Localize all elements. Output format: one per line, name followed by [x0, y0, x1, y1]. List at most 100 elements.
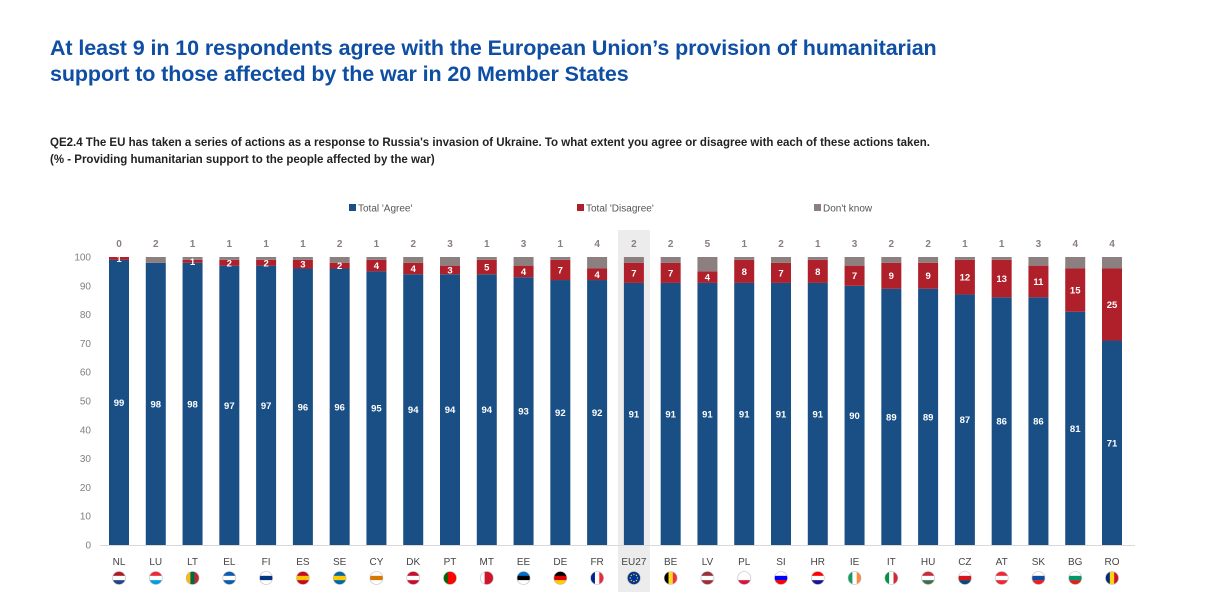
bar-group-ro — [1102, 257, 1122, 545]
flag-icon-fi — [259, 571, 273, 585]
flag-icon-si — [774, 571, 788, 585]
label-agree: 96 — [334, 402, 345, 413]
label-agree: 86 — [1033, 417, 1044, 428]
label-agree: 95 — [371, 404, 382, 415]
label-disagree: 1 — [190, 257, 196, 268]
x-tick-label: SI — [776, 557, 785, 568]
y-tick-label: 40 — [80, 425, 92, 436]
label-agree: 91 — [739, 409, 750, 420]
headline-line-1: At least 9 in 10 respondents agree with … — [50, 36, 937, 60]
y-tick-label: 90 — [80, 281, 92, 292]
bar-agree — [219, 265, 240, 545]
bar-agree — [1028, 297, 1049, 545]
bar-agree — [697, 282, 718, 545]
bar-dont-know — [954, 257, 975, 260]
bar-disagree — [954, 259, 975, 295]
bar-agree — [366, 271, 387, 545]
bar-disagree — [918, 262, 939, 289]
label-disagree: 7 — [631, 268, 636, 279]
label-dont-know: 2 — [631, 239, 637, 250]
bar-dont-know — [697, 257, 718, 272]
bar-dont-know — [1028, 257, 1049, 266]
bar-disagree — [476, 259, 497, 275]
bar-group-be — [660, 257, 681, 545]
bar-dont-know — [918, 257, 939, 263]
x-tick-label: CZ — [958, 557, 971, 568]
bar-agree — [329, 268, 350, 545]
flag-icon-lv — [700, 571, 715, 585]
question-text: QE2.4 The EU has taken a series of actio… — [50, 135, 930, 169]
x-tick-label: LT — [187, 557, 198, 568]
label-disagree: 4 — [705, 273, 711, 284]
bar-agree — [292, 268, 313, 545]
bar-agree — [1065, 311, 1086, 545]
x-tick-label: EU27 — [621, 557, 646, 568]
flag-icon-pt — [443, 571, 457, 585]
bar-agree — [771, 282, 791, 545]
label-agree: 93 — [518, 407, 529, 418]
bar-group-bg — [1065, 257, 1086, 545]
flag-icon-lu — [148, 571, 163, 585]
label-dont-know: 2 — [337, 239, 343, 250]
bar-group-el — [219, 257, 240, 545]
bar-dont-know — [881, 257, 902, 263]
bar-disagree — [109, 257, 129, 260]
bar-disagree — [771, 262, 791, 283]
flag-icon-es — [296, 571, 310, 585]
bar-dont-know — [734, 257, 755, 260]
x-tick-label: BE — [664, 557, 678, 568]
legend-swatch — [349, 204, 356, 211]
legend-item: Total 'Disagree' — [577, 204, 654, 215]
flag-icon-fr — [590, 571, 604, 585]
legend: Total 'Agree' Total 'Disagree' Don't know — [349, 204, 873, 215]
label-dont-know: 3 — [521, 239, 527, 250]
label-agree: 81 — [1070, 424, 1081, 435]
bar-group-hr — [807, 257, 828, 545]
label-agree: 86 — [996, 417, 1007, 428]
bar-agree — [954, 294, 975, 545]
x-tick-label: ES — [296, 557, 310, 568]
x-tick-label: HR — [811, 557, 825, 568]
flag-icon-be — [663, 571, 678, 585]
label-disagree: 13 — [996, 274, 1007, 285]
label-agree: 89 — [923, 412, 934, 423]
bar-disagree — [1102, 268, 1122, 341]
x-tick-label: AT — [996, 557, 1008, 568]
flag-icon-ro — [1105, 571, 1119, 585]
bar-dont-know — [550, 257, 571, 260]
bar-group-it — [881, 257, 902, 545]
flag-icon-hu — [921, 571, 935, 585]
x-tick-label: PL — [738, 557, 751, 568]
x-tick-label: SE — [333, 557, 347, 568]
label-disagree: 2 — [337, 261, 342, 272]
bar-dont-know — [403, 257, 424, 263]
bar-dont-know — [145, 257, 166, 263]
x-tick-label: MT — [480, 557, 494, 568]
bar-group-lu — [145, 257, 166, 545]
label-dont-know: 3 — [1036, 239, 1042, 250]
legend-item: Don't know — [814, 204, 873, 215]
bar-dont-know — [513, 257, 534, 266]
label-disagree: 2 — [263, 258, 268, 269]
flag-icon-hr — [810, 571, 825, 585]
flag-icon-ie — [847, 571, 862, 585]
x-tick-label: LV — [702, 557, 714, 568]
bar-dont-know — [623, 257, 644, 263]
label-dont-know: 1 — [999, 239, 1005, 250]
label-dont-know: 3 — [852, 239, 858, 250]
x-tick-label: HU — [921, 557, 935, 568]
bar-disagree — [697, 271, 718, 283]
bar-group-fr — [587, 257, 608, 545]
x-axis: NL LU LT EL FI ES SE CY DK PT MT EE DE FR EU27 BE LV PL SI… — [112, 557, 1120, 585]
bar-group-cz — [954, 257, 975, 545]
bar-agree — [1102, 340, 1122, 545]
x-tick-label: EE — [517, 557, 531, 568]
bar-agree — [182, 262, 203, 545]
y-tick-label: 80 — [80, 310, 92, 321]
bar-disagree — [219, 259, 240, 266]
label-disagree: 7 — [558, 265, 563, 276]
label-dont-know: 1 — [300, 239, 306, 250]
label-agree: 91 — [665, 409, 676, 420]
label-dont-know: 1 — [227, 239, 233, 250]
label-agree: 91 — [812, 409, 823, 420]
